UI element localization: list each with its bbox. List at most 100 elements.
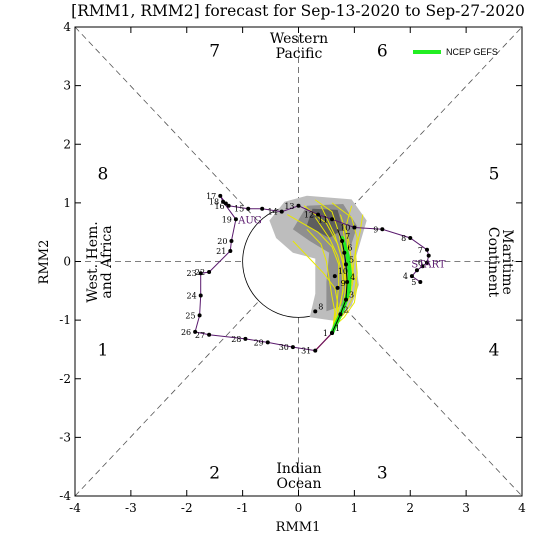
forecast-point (340, 238, 345, 243)
forecast-day-label: 3 (349, 291, 354, 300)
month-label: AUG (237, 215, 262, 226)
ensemble-member-10 (287, 214, 340, 328)
region-top-line2: Pacific (276, 46, 323, 62)
region-left-line1: West. Hem. (85, 221, 101, 302)
forecast-point (343, 297, 348, 302)
y-tick-label: 4 (63, 20, 71, 34)
x-tick-label: -4 (69, 501, 81, 515)
observed-point (243, 336, 248, 341)
region-left-line2: and Africa (99, 225, 115, 298)
forecast-day-label: 4 (350, 273, 355, 282)
observed-day-label: 30 (279, 343, 289, 352)
observed-point (198, 271, 203, 276)
chart-title: [RMM1, RMM2] forecast for Sep-13-2020 to… (71, 2, 525, 20)
phase-line-ne (337, 26, 523, 223)
observed-day-label: 29 (254, 338, 264, 347)
y-tick-label: -2 (59, 372, 71, 386)
ensemble-member-11 (315, 199, 345, 328)
x-tick-label: -1 (237, 501, 249, 515)
legend-label: NCEP GEFS (446, 47, 498, 57)
phase-line-se (337, 300, 523, 497)
x-tick-label: 1 (351, 501, 359, 515)
observed-day-label: 14 (268, 208, 278, 217)
forecast-day-label: 9 (341, 279, 346, 288)
observed-point (380, 227, 385, 232)
y-tick-label: 1 (63, 196, 71, 210)
observed-point (290, 345, 295, 350)
observed-point (316, 212, 321, 217)
observed-day-label: 7 (418, 246, 423, 255)
forecast-point (342, 250, 347, 255)
forecast-day-label: 5 (349, 255, 354, 264)
observed-day-label: 18 (209, 198, 219, 207)
phase-label-4: 4 (489, 340, 500, 360)
observed-day-label: 27 (195, 331, 205, 340)
phase-line-sw (74, 300, 260, 497)
observed-point (313, 348, 318, 353)
ensemble-mean-line (331, 229, 348, 334)
observed-point (408, 236, 413, 241)
x-axis-label: RMM1 (276, 520, 321, 535)
observed-day-label: 9 (373, 225, 378, 234)
observed-point (246, 206, 251, 211)
observed-day-label: 6 (418, 259, 423, 268)
observed-day-label: 20 (217, 237, 227, 246)
legend: NCEP GEFS (413, 47, 498, 57)
forecast-day-label: 8 (318, 302, 323, 311)
phase-label-3: 3 (377, 464, 388, 484)
observed-day-label: 8 (401, 234, 406, 243)
observed-point (409, 274, 414, 279)
observed-point (226, 203, 231, 208)
phase-label-1: 1 (98, 340, 109, 360)
observed-point (260, 206, 265, 211)
forecast-point (338, 312, 343, 317)
observed-point (193, 329, 198, 334)
region-bottom-line2: Ocean (277, 476, 322, 492)
region-top-line1: Western (270, 31, 328, 47)
observed-point (425, 247, 430, 252)
y-tick-label: -4 (59, 489, 71, 503)
observed-day-label: 17 (206, 192, 216, 201)
ensemble-member-3 (306, 228, 336, 328)
phase-label-6: 6 (377, 41, 388, 61)
y-tick-label: 3 (63, 79, 71, 93)
spread-core (306, 208, 344, 238)
observed-day-label: 19 (222, 215, 232, 224)
observed-point (279, 209, 284, 214)
forecast-day-label: 7 (345, 232, 350, 241)
forecast-point (345, 280, 350, 285)
forecast-point (335, 285, 340, 290)
observed-day-label: 25 (185, 311, 195, 320)
observed-point (207, 332, 212, 337)
observed-point (330, 217, 335, 222)
observed-point (418, 280, 423, 285)
forecast-point (332, 274, 337, 279)
y-tick-label: 0 (63, 255, 71, 269)
ensemble-member-2 (332, 214, 364, 328)
phase-label-2: 2 (209, 464, 220, 484)
forecast-point (343, 262, 348, 267)
observed-day-label: 23 (187, 269, 197, 278)
observed-point (218, 193, 223, 198)
observed-point (426, 253, 431, 258)
region-bottom-line1: Indian (276, 461, 321, 477)
observed-day-label: 31 (301, 347, 311, 356)
observed-point (265, 340, 270, 345)
forecast-day-label: 10 (338, 267, 348, 276)
observed-point (221, 199, 226, 204)
observed-point (198, 293, 203, 298)
observed-day-label: 21 (216, 247, 226, 256)
observed-day-label: 15 (234, 205, 244, 214)
forecast-day-label: 6 (347, 244, 352, 253)
observed-day-label: 13 (284, 202, 294, 211)
x-tick-label: 0 (295, 501, 303, 515)
x-tick-label: -2 (181, 501, 193, 515)
observed-day-label: 28 (231, 335, 241, 344)
observed-point (425, 260, 430, 265)
observed-day-label: 5 (411, 278, 416, 287)
observed-day-label: 10 (340, 223, 350, 232)
observed-day-label: 26 (181, 328, 191, 337)
y-tick-label: 2 (63, 137, 71, 151)
forecast-day-label: 2 (343, 305, 348, 314)
